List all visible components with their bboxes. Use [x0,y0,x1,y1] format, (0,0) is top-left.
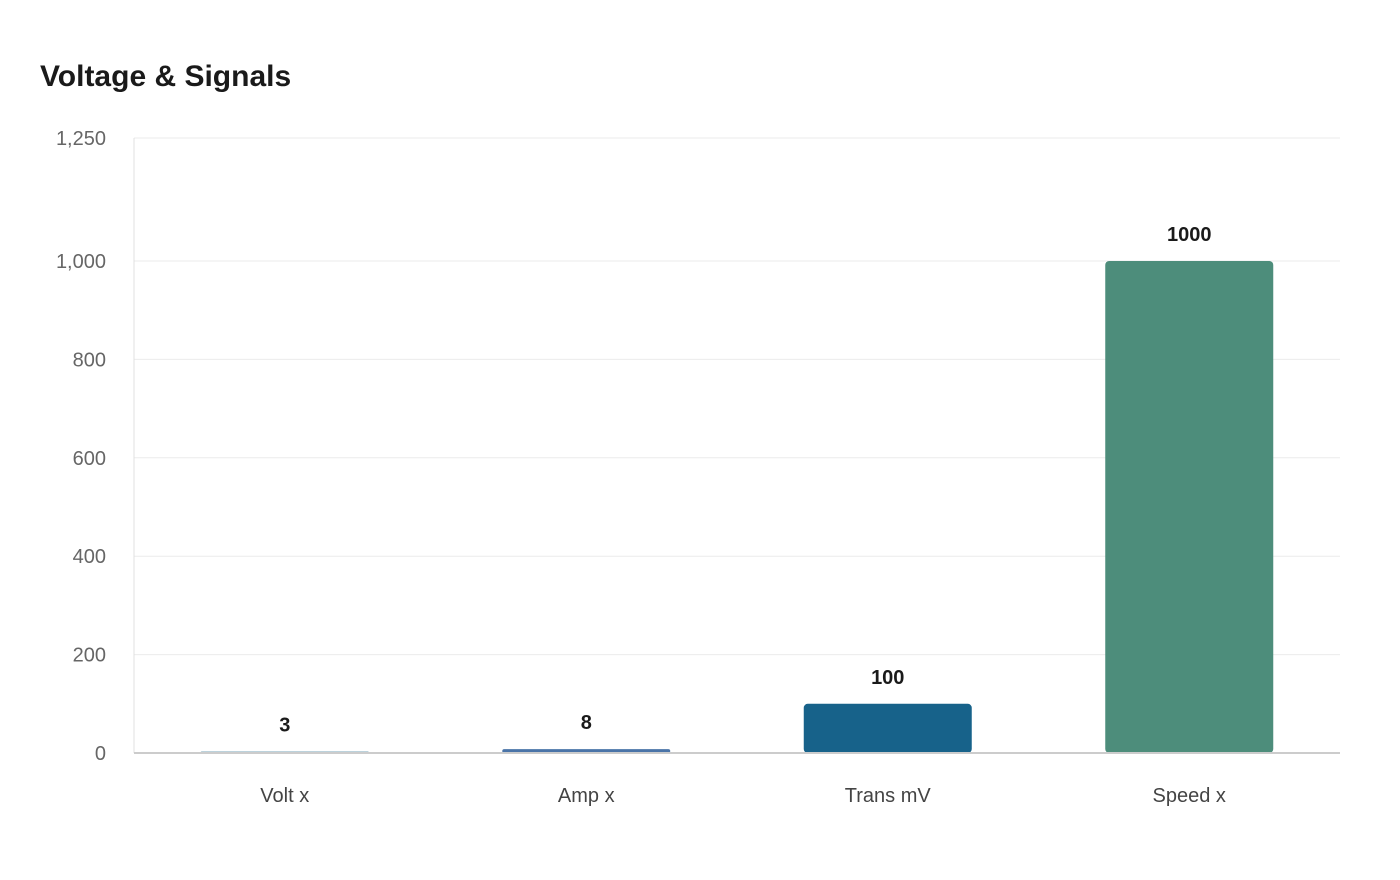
bar [803,703,972,753]
data-label: 1000 [1167,224,1212,246]
y-tick-label: 0 [95,743,106,765]
x-tick-label: Amp x [558,785,615,807]
x-tick-label: Speed x [1153,785,1226,807]
y-tick-label: 600 [73,448,106,470]
x-tick-label: Trans mV [845,785,932,807]
y-tick-label: 800 [73,349,106,371]
data-label: 3 [279,715,290,737]
data-label: 8 [581,712,592,734]
y-tick-label: 1,250 [56,128,106,150]
y-tick-label: 1,000 [56,251,106,273]
bar [1105,261,1274,753]
data-label: 100 [871,667,904,689]
y-tick-label: 200 [73,645,106,667]
chart-title: Voltage & Signals [40,60,292,93]
y-tick-label: 400 [73,546,106,568]
x-tick-label: Volt x [260,785,309,807]
